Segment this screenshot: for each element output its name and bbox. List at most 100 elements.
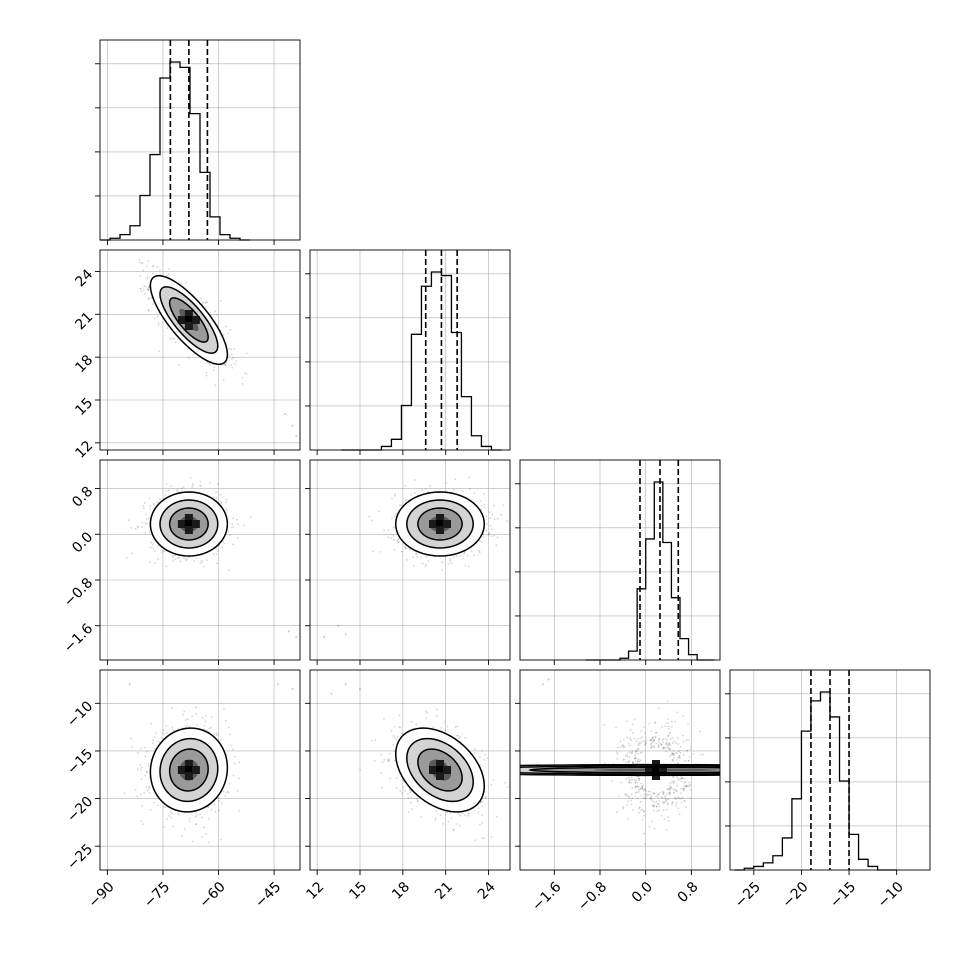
scatter-point xyxy=(146,277,149,280)
scatter-point xyxy=(639,742,642,744)
scatter-point xyxy=(411,808,413,811)
scatter-point xyxy=(628,778,631,780)
scatter-point xyxy=(489,517,492,520)
scatter-point xyxy=(464,564,467,567)
scatter-point xyxy=(650,746,652,749)
scatter-point xyxy=(410,493,413,496)
scatter-point xyxy=(627,776,630,779)
scatter-point xyxy=(139,275,142,277)
scatter-point xyxy=(638,760,641,763)
scatter-point xyxy=(171,726,174,729)
scatter-point xyxy=(139,747,142,750)
scatter-point xyxy=(220,739,223,741)
scatter-point xyxy=(447,563,450,565)
scatter-point xyxy=(158,269,161,271)
scatter-point xyxy=(478,823,481,826)
scatter-point xyxy=(667,735,670,738)
scatter-point xyxy=(152,265,155,267)
scatter-point xyxy=(463,552,466,555)
scatter-panel-p2-p3 xyxy=(305,459,511,665)
scatter-point xyxy=(470,550,473,553)
scatter-point xyxy=(224,364,227,367)
scatter-point xyxy=(666,741,669,744)
scatter-point xyxy=(436,708,438,711)
scatter-point xyxy=(390,537,392,539)
scatter-point xyxy=(669,787,672,789)
scatter-point xyxy=(643,740,645,742)
scatter-point xyxy=(227,332,230,335)
scatter-point xyxy=(156,315,159,318)
scatter-point xyxy=(668,747,671,750)
scatter-point xyxy=(638,777,641,780)
scatter-point xyxy=(659,742,662,745)
scatter-point xyxy=(682,788,684,791)
contour-line xyxy=(168,748,209,792)
y-tick-label-p3: 0.0 xyxy=(69,529,96,556)
scatter-point xyxy=(201,836,203,838)
scatter-point xyxy=(207,817,210,820)
scatter-point xyxy=(123,792,126,794)
scatter-point xyxy=(490,535,493,538)
scatter-point xyxy=(160,737,163,740)
scatter-point xyxy=(481,837,484,840)
scatter-point xyxy=(640,782,643,785)
scatter-point xyxy=(628,782,631,784)
scatter-point xyxy=(178,281,180,284)
scatter-point xyxy=(448,812,451,814)
scatter-point xyxy=(684,785,687,788)
scatter-point xyxy=(626,804,628,806)
scatter-point xyxy=(484,791,487,793)
scatter-point xyxy=(653,738,656,741)
scatter-point xyxy=(679,745,682,748)
histogram-step-p2 xyxy=(341,271,502,451)
scatter-point xyxy=(485,529,488,532)
scatter-point xyxy=(666,798,669,801)
scatter-point xyxy=(642,797,645,799)
scatter-point xyxy=(416,800,419,803)
scatter-point xyxy=(359,768,361,771)
scatter-point xyxy=(628,779,631,782)
y-tick-label-p2: 21 xyxy=(72,309,96,333)
scatter-point xyxy=(141,766,143,769)
scatter-point xyxy=(638,790,640,793)
scatter-point xyxy=(496,517,499,520)
scatter-point xyxy=(668,792,671,795)
scatter-point xyxy=(191,486,194,488)
scatter-point xyxy=(648,793,651,796)
scatter-point xyxy=(670,781,673,783)
scatter-point xyxy=(672,789,675,791)
x-tick-label-p3: −1.6 xyxy=(529,879,564,914)
scatter-point xyxy=(136,525,139,528)
scatter-point xyxy=(170,485,172,488)
scatter-point xyxy=(399,790,402,792)
scatter-point xyxy=(147,309,150,312)
scatter-point xyxy=(664,747,667,750)
scatter-point xyxy=(140,778,143,780)
scatter-point xyxy=(625,761,628,764)
scatter-point xyxy=(677,796,680,799)
scatter-point xyxy=(126,556,128,559)
scatter-point xyxy=(410,721,413,723)
scatter-point xyxy=(633,757,636,760)
scatter-point xyxy=(232,543,234,546)
scatter-point xyxy=(660,796,663,799)
scatter-point xyxy=(200,560,203,562)
scatter-point xyxy=(651,804,654,807)
scatter-point xyxy=(179,560,182,563)
scatter-point xyxy=(454,726,457,728)
scatter-point xyxy=(461,490,464,493)
scatter-point xyxy=(641,785,644,788)
scatter-point xyxy=(689,755,691,758)
scatter-point xyxy=(170,810,172,813)
scatter-point xyxy=(634,757,636,760)
scatter-point xyxy=(672,752,675,755)
scatter-point xyxy=(667,727,670,730)
scatter-point xyxy=(623,758,625,761)
scatter-point xyxy=(199,480,202,483)
scatter-point xyxy=(149,546,152,549)
scatter-point xyxy=(167,489,170,492)
scatter-point xyxy=(655,805,658,808)
scatter-point xyxy=(222,379,225,382)
scatter-point xyxy=(166,327,169,329)
scatter-point xyxy=(641,785,644,788)
